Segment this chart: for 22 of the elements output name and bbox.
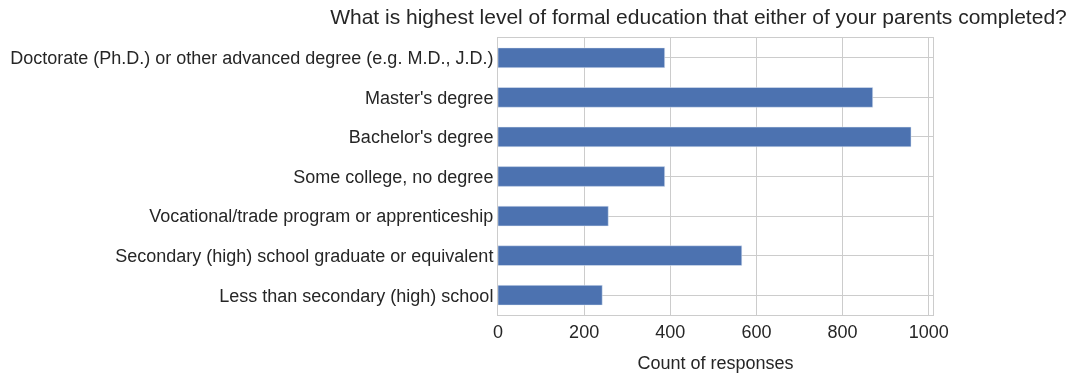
y-tick-label: Master's degree <box>364 87 494 108</box>
bar <box>498 126 912 148</box>
y-tick-label: Some college, no degree <box>293 166 494 187</box>
y-tick-label: Less than secondary (high) school <box>219 285 494 306</box>
y-tick-label: Vocational/trade program or apprenticeship <box>149 206 494 227</box>
x-tick-label: 400 <box>655 321 686 342</box>
bar <box>498 245 743 266</box>
x-tick-label: 1000 <box>908 321 949 342</box>
y-tick-label: Bachelor's degree <box>348 127 494 148</box>
x-tick-label: 0 <box>492 321 504 342</box>
y-tick-label: Doctorate (Ph.D.) or other advanced degree (e.g. M.D., J.D.) <box>10 48 494 69</box>
bar <box>498 205 609 227</box>
bar <box>498 285 603 306</box>
x-tick-label: 600 <box>741 321 772 342</box>
y-tick-label: Secondary (high) school graduate or equivalent <box>115 245 494 266</box>
x-tick-label: 800 <box>827 321 858 342</box>
bar <box>498 47 665 68</box>
bar <box>498 166 665 187</box>
x-axis-title: Count of responses <box>637 352 794 373</box>
chart-title: What is highest level of formal education that either of your parents completed? <box>330 5 1067 29</box>
bar <box>498 87 873 108</box>
x-tick-label: 200 <box>569 321 600 342</box>
